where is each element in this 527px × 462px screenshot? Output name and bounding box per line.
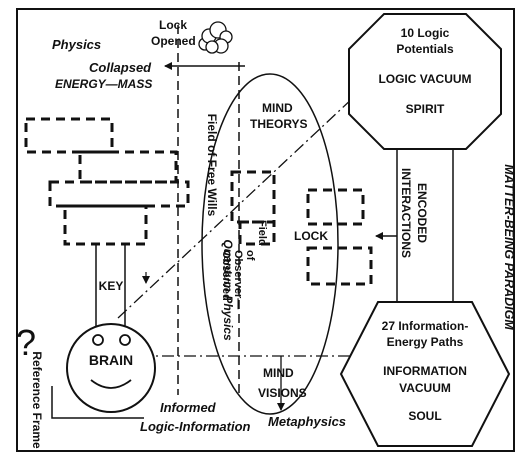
key-blocks (24, 117, 190, 246)
lock-blocks (230, 170, 373, 286)
information-vacuum-label-2: VACUUM (399, 381, 451, 395)
brain-left-eye (92, 334, 104, 346)
logic-vacuum-octagon (348, 13, 502, 150)
key-block-2 (78, 150, 178, 184)
key-block-1 (24, 117, 114, 154)
field-of-free-wills-label: Field of Free Wills (205, 114, 219, 217)
key-block-4 (63, 204, 148, 246)
thought-cloud-icon (198, 21, 233, 54)
reference-frame-label: Reference Frame (30, 351, 44, 449)
energy-mass-label: ENERGY—MASS (55, 77, 152, 91)
key-label: KEY (99, 279, 124, 293)
lock-block-1 (230, 170, 276, 224)
theorys-label: THEORYS (250, 117, 308, 131)
quantum-physics-label: Quantum Physics (221, 239, 235, 341)
physics-label: Physics (52, 37, 101, 52)
lock-block-4 (306, 246, 373, 286)
outer-frame (16, 8, 515, 452)
logic-vacuum-label: LOGIC VACUUM (378, 72, 471, 86)
question-mark: ? (16, 322, 36, 363)
mind-bottom-label: MIND (263, 366, 294, 380)
informed-label-1: Informed (160, 400, 217, 415)
visions-label: VISIONS (258, 386, 307, 400)
octagon-label-1: 10 Logic (401, 26, 450, 40)
field-observer-label-2: of (244, 250, 256, 261)
field-observer-label-1: Field (256, 220, 268, 246)
information-vacuum-label-1: INFORMATION (383, 364, 467, 378)
informed-label-2: Logic-Information (140, 419, 251, 434)
lock-opened-label-2: Opened (151, 34, 196, 48)
octagon-label-2: Potentials (396, 42, 454, 56)
paradigm-label: MATTER-BEING PARADIGM (502, 164, 516, 330)
brain-smile (90, 379, 132, 389)
encoded-label: ENCODED (415, 183, 429, 243)
dash-dot-diagonal-line (117, 95, 356, 319)
field-of-observer-ellipse (201, 73, 339, 415)
reference-frame-corner (51, 386, 144, 419)
hexagon-label-1: 27 Information- (382, 319, 469, 333)
information-vacuum-hexagon (339, 301, 511, 447)
field-observer-label-3: Observer— (232, 250, 244, 309)
field-observer-label-4: Observed (220, 250, 232, 301)
mind-top-label: MIND (262, 101, 293, 115)
metaphysics-label: Metaphysics (268, 414, 346, 429)
interactions-label: INTERACTIONS (399, 168, 413, 258)
lock-label: LOCK (294, 229, 328, 243)
brain-label: BRAIN (89, 352, 133, 368)
lock-opened-label-1: Lock (159, 18, 187, 32)
lock-block-2 (238, 220, 276, 246)
hexagon-label-2: Energy Paths (387, 335, 464, 349)
key-block-3 (48, 180, 190, 208)
soul-label: SOUL (408, 409, 441, 423)
brain-right-eye (119, 334, 131, 346)
collapsed-label: Collapsed (89, 60, 152, 75)
brain-face-icon (66, 323, 156, 413)
spirit-label: SPIRIT (406, 102, 445, 116)
